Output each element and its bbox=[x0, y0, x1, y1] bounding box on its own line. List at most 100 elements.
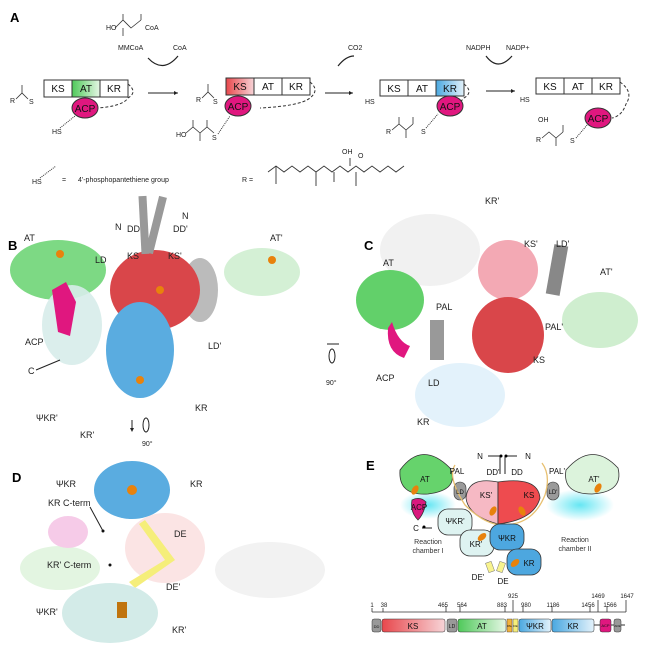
at-label: AT bbox=[80, 84, 92, 95]
reaction-chamber-2-label: Reaction bbox=[561, 537, 589, 544]
psi-kr-domain bbox=[489, 523, 525, 551]
panel-label-b: B bbox=[8, 238, 17, 253]
coa-substituent: CoA bbox=[145, 25, 159, 32]
nadph-label: NADPH bbox=[466, 45, 491, 52]
module-step-2: KS AT KR ACP R S HO S bbox=[176, 77, 316, 142]
equals-sign: = bbox=[62, 177, 66, 184]
co2-label: CO2 bbox=[348, 45, 363, 52]
dd-label: DD bbox=[511, 468, 523, 477]
rotate-icon bbox=[142, 417, 150, 433]
psi-kr-label: ΨKR bbox=[498, 534, 516, 543]
dd-prime-label: DD' bbox=[486, 468, 500, 477]
at-label: AT bbox=[420, 475, 430, 484]
kr-prime-label: KR' bbox=[80, 430, 95, 440]
at-prime-label: AT' bbox=[270, 233, 283, 243]
legend-text: 4'-phosphopantethiene group bbox=[78, 177, 169, 184]
kr-domain bbox=[506, 548, 542, 576]
kr-label: KR bbox=[190, 479, 203, 489]
residue-number: 1469 bbox=[591, 594, 605, 600]
rotation-label: 90° bbox=[142, 440, 153, 448]
s-label: S bbox=[212, 135, 217, 142]
kr-prime-label: KR' bbox=[485, 196, 500, 206]
mmcoa-label: MMCoA bbox=[118, 45, 144, 52]
residue-number: 1566 bbox=[603, 603, 617, 609]
o-label: O bbox=[358, 153, 364, 160]
acp-label: ACP bbox=[75, 104, 96, 115]
psi-kr-prime-domain bbox=[437, 508, 473, 536]
oh-label: OH bbox=[538, 117, 549, 124]
r-definition-label: R = bbox=[242, 177, 253, 184]
reaction-chamber-1-label: Reaction bbox=[414, 539, 442, 546]
n-term-label: N bbox=[477, 452, 483, 461]
ks-label: KS bbox=[127, 251, 139, 261]
acp-domain bbox=[52, 282, 76, 336]
at-domain bbox=[10, 240, 106, 300]
kr-prime-label: KR' bbox=[172, 625, 187, 635]
segment-de: DE bbox=[513, 624, 517, 628]
reaction-chamber-1-label: chamber I bbox=[412, 548, 443, 555]
s-label: S bbox=[213, 99, 218, 106]
acp-label: ACP bbox=[411, 503, 427, 512]
segment-psi-kr: ΨKR bbox=[526, 622, 544, 631]
reaction-chamber-2-label: chamber II bbox=[558, 546, 591, 553]
r-label: R bbox=[386, 129, 391, 136]
ld-prime-domain bbox=[546, 481, 560, 501]
de-label: DE bbox=[497, 577, 508, 586]
residue-number: 980 bbox=[521, 603, 532, 609]
panel-label-a: A bbox=[10, 10, 20, 25]
r-label: R bbox=[536, 137, 541, 144]
residue-number: 1186 bbox=[547, 603, 561, 609]
dd-prime-label: DD' bbox=[173, 224, 188, 234]
ks-label: KS bbox=[543, 82, 557, 93]
kr-label: KR bbox=[599, 82, 613, 93]
s-label: S bbox=[421, 129, 426, 136]
ld-prime-label: LD' bbox=[556, 239, 570, 249]
acp-label: ACP bbox=[376, 373, 395, 383]
curved-arrow-icon bbox=[147, 55, 179, 67]
pal-prime-label: PAL' bbox=[545, 322, 563, 332]
acp-label: ACP bbox=[228, 102, 249, 113]
acp-icon bbox=[584, 107, 612, 129]
nadp-label: NADP+ bbox=[506, 45, 530, 52]
pal-label: PAL bbox=[436, 302, 452, 312]
residue-number: 883 bbox=[497, 603, 508, 609]
r-label: R bbox=[196, 97, 201, 104]
at-prime-domain bbox=[565, 454, 620, 495]
acp-icon bbox=[71, 97, 99, 119]
ks-domain bbox=[497, 480, 541, 525]
hs-label: HS bbox=[365, 99, 375, 106]
ho-label: HO bbox=[106, 25, 117, 32]
segment-ade: ADE bbox=[614, 624, 620, 628]
ks-prime-label: KS' bbox=[480, 491, 493, 500]
segment-acp: ACP bbox=[601, 623, 610, 628]
module-step-4: KS AT KR ACP HS R OH S bbox=[520, 77, 630, 146]
ld-label: LD bbox=[95, 255, 107, 265]
module-step-1: KS AT KR ACP R S HS bbox=[10, 79, 134, 136]
at-domain bbox=[399, 454, 453, 495]
psi-kr-prime-label: ΨKR' bbox=[36, 413, 58, 423]
rotation-label: 90° bbox=[326, 379, 337, 387]
segment-at: AT bbox=[477, 622, 487, 631]
panel-label-e: E bbox=[366, 458, 375, 473]
ho-label: HO bbox=[176, 132, 187, 139]
panel-label-d: D bbox=[12, 470, 21, 485]
n-term-label: N bbox=[525, 452, 531, 461]
dd-label: DD bbox=[127, 224, 140, 234]
residue-number: 1647 bbox=[620, 594, 634, 600]
segment-ks: KS bbox=[408, 622, 419, 631]
ld-prime-label: LD' bbox=[208, 341, 222, 351]
ks-prime-label: KS' bbox=[168, 251, 182, 261]
panel-e-schematic: N N PAL DD' DD PAL' AT AT' LD LD' KS' KS… bbox=[370, 452, 634, 633]
pal-prime-label: PAL' bbox=[549, 467, 566, 476]
panel-label-c: C bbox=[364, 238, 374, 253]
kr-label: KR bbox=[443, 84, 457, 95]
segment-kr: KR bbox=[567, 622, 578, 631]
ks-label: KS bbox=[533, 355, 545, 365]
ld-label: LD bbox=[456, 490, 464, 496]
ks-label: KS bbox=[524, 491, 535, 500]
residue-number: 1 bbox=[370, 603, 374, 609]
ks-label: KS bbox=[387, 84, 401, 95]
hs-label: HS bbox=[52, 129, 62, 136]
at-label: AT bbox=[572, 82, 584, 93]
